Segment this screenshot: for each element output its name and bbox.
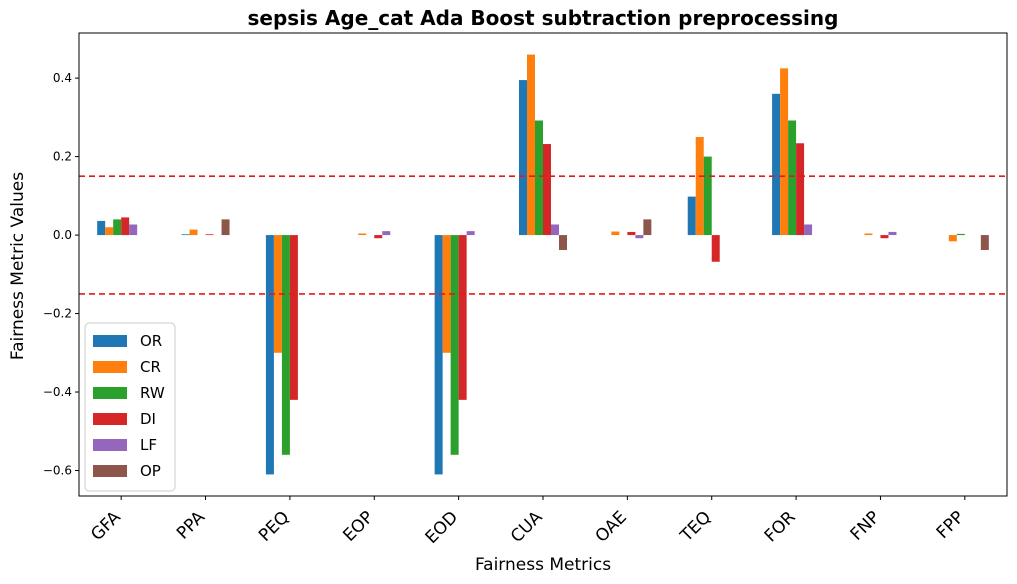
bar-cr-eop [358,233,367,236]
legend-label-lf: LF [140,436,157,454]
bar-op-oae [643,219,652,236]
bar-di-ppa [205,234,214,236]
bar-lf-eop [382,231,391,236]
bar-cr-fpp [948,235,957,242]
x-tick-label-gfa: GFA [87,507,125,545]
legend-swatch-or [93,335,127,347]
y-tick-label: 0.4 [53,71,72,85]
legend-swatch-cr [93,361,127,373]
bar-lf-cua [551,224,559,236]
bar-rw-teq [703,156,712,236]
bar-or-eod [434,235,443,475]
bar-di-for [796,143,805,236]
x-tick-label-for: FOR [761,507,800,546]
plot-area: −0.6 −0.4 −0.2 0.0 0.2 0.4 GFA PPA PEQ EOP EOD CUA O… [43,32,1008,548]
legend-swatch-rw [93,387,127,399]
chart-title: sepsis Age_cat Ada Boost subtraction pre… [248,6,839,30]
legend-label-di: DI [140,410,156,428]
bar-rw-eod [450,235,459,455]
bar-cr-ppa [189,229,198,236]
bar-lf-for [804,224,813,236]
bar-di-gfa [121,217,130,236]
legend-label-cr: CR [140,358,161,376]
bar-cr-teq [695,136,704,236]
bar-lf-eod [466,231,475,236]
bar-op-fpp [980,235,989,250]
bar-di-fnp [880,235,889,239]
x-tick-label-eod: EOD [422,507,462,547]
bar-or-ppa [181,234,190,236]
bar-cr-gfa [105,227,114,236]
bar-rw-cua [535,120,543,236]
y-tick-label: −0.6 [43,463,72,477]
bar-cr-peq [273,235,282,353]
bar-cr-eod [442,235,451,353]
x-tick-label-fnp: FNP [847,507,884,544]
x-tick-label-peq: PEQ [255,507,293,545]
bar-rw-for [788,120,797,236]
plot-frame [78,32,1008,497]
bar-rw-peq [281,235,290,455]
y-tick-label: 0.2 [53,150,72,164]
bar-or-peq [265,235,274,475]
bar-lf-gfa [129,224,138,236]
bar-op-ppa [221,219,230,236]
bar-di-teq [711,235,720,262]
x-tick-label-ppa: PPA [173,507,209,543]
legend-label-rw: RW [140,384,165,402]
legend-swatch-op [93,465,127,477]
bar-cr-cua [527,54,535,236]
bar-or-cua [519,80,527,236]
x-axis-label: Fairness Metrics [475,555,611,575]
y-axis-label: Fairness Metric Values [8,172,28,360]
x-tick-label-eop: EOP [339,507,377,545]
legend-label-or: OR [140,332,162,350]
x-tick-label-oae: OAE [592,507,631,546]
bar-rw-fpp [956,233,965,236]
legend-label-op: OP [140,462,161,480]
bar-di-oae [627,231,636,236]
bar-or-teq [687,196,696,236]
bar-di-eop [374,235,383,239]
x-tick-label-teq: TEQ [676,507,715,546]
bar-op-cua [559,235,567,250]
bar-lf-oae [635,235,644,239]
bar-di-eod [458,235,467,400]
y-tick-label: 0.0 [53,228,72,242]
bar-or-for [772,93,781,236]
y-tick-label: −0.4 [43,385,72,399]
bar-cr-oae [611,231,620,236]
bar-lf-fnp [888,231,897,236]
legend-swatch-di [93,413,127,425]
bar-di-peq [289,235,298,400]
bar-rw-gfa [113,219,122,236]
bar-di-cua [543,144,551,236]
bar-or-gfa [97,220,106,236]
x-tick-label-cua: CUA [507,507,547,547]
bar-cr-for [780,68,789,236]
legend-swatch-lf [93,439,127,451]
bar-cr-fnp [864,233,873,236]
y-tick-label: −0.2 [43,307,72,321]
x-tick-label-fpp: FPP [933,507,969,543]
